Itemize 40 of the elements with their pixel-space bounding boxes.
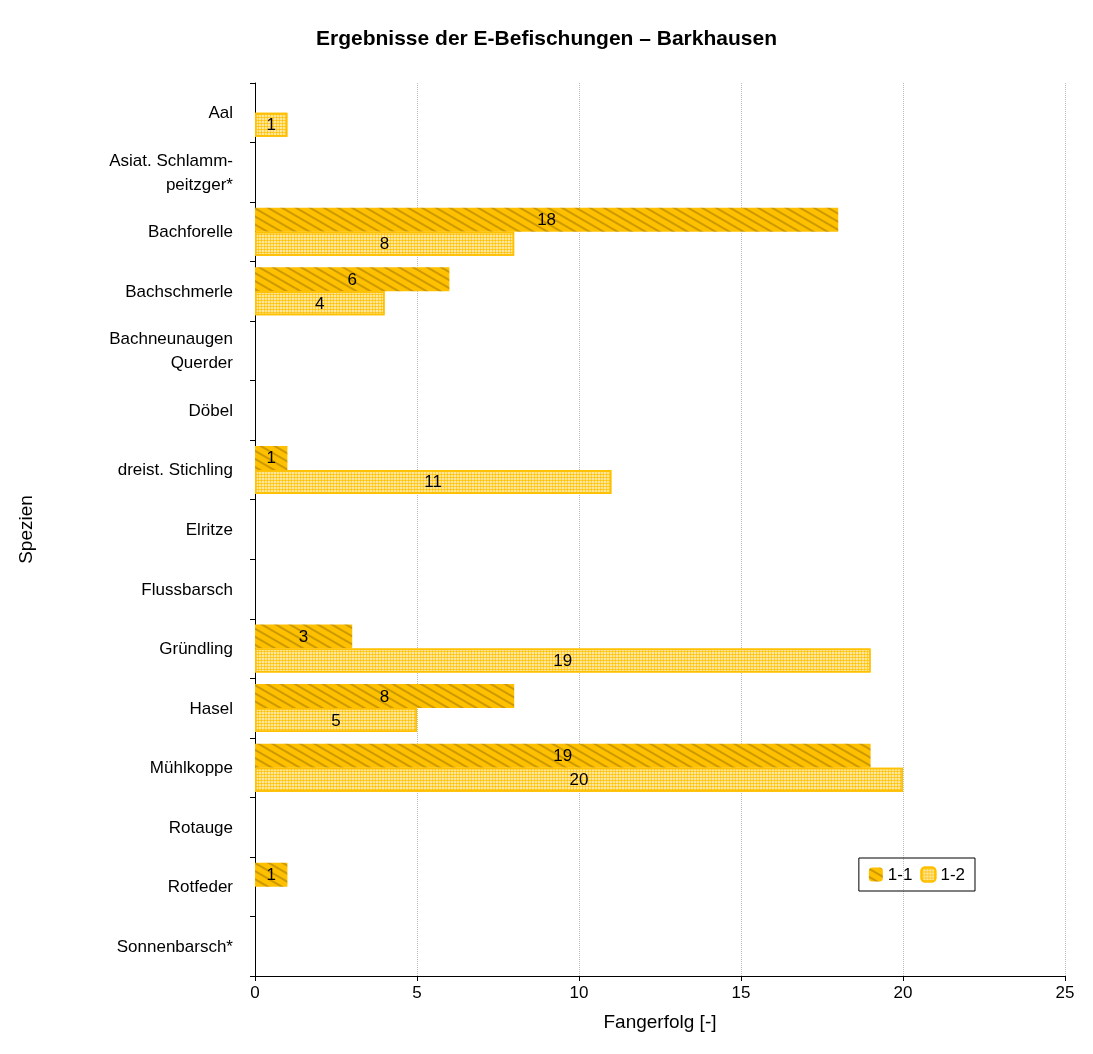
y-tick-label: Döbel [188, 400, 233, 420]
y-tick-label: Bachforelle [147, 222, 233, 242]
x-tick-label: 15 [731, 983, 751, 1002]
y-tick-label: Mühlkoppe [149, 758, 233, 778]
x-tick-label: 10 [569, 983, 589, 1002]
data-label: 19 [553, 651, 573, 671]
data-label: 20 [569, 770, 589, 790]
legend-label: 1-1 [887, 865, 913, 884]
x-tick-label: 0 [250, 983, 260, 1002]
data-label: 1 [266, 115, 276, 135]
data-label: 18 [537, 210, 557, 230]
data-label: 1 [266, 865, 276, 885]
data-label: 19 [553, 746, 573, 766]
data-label: 1 [266, 448, 276, 468]
chart-title: Ergebnisse der E-Befischungen – Barkhausen [316, 26, 777, 49]
x-axis-title: Fangerfolg [-] [603, 1011, 717, 1032]
y-axis-title: Spezien [15, 495, 36, 564]
data-label: 8 [379, 234, 390, 254]
y-tick-label: Bachschmerle [125, 281, 233, 301]
y-tick-label: Rotauge [168, 817, 233, 837]
data-label: 4 [315, 293, 325, 313]
y-tick-label: Gründling [159, 639, 233, 659]
y-tick-label: Sonnenbarsch* [116, 936, 234, 956]
legend-label: 1-2 [940, 865, 966, 884]
x-tick-label: 5 [412, 983, 422, 1002]
y-tick-label: Flussbarsch [141, 579, 233, 599]
y-tick-label: Elritze [185, 520, 233, 539]
data-label: 6 [347, 269, 357, 289]
data-label: 5 [331, 710, 341, 730]
x-tick-label: 20 [893, 983, 913, 1002]
y-tick-label: Hasel [189, 698, 233, 718]
data-label: 11 [424, 472, 443, 492]
data-label: 3 [298, 627, 309, 647]
x-tick-label: 25 [1055, 983, 1075, 1002]
y-tick-label: Rotfeder [167, 877, 234, 897]
y-tick-label: Aal [208, 103, 233, 123]
y-tick-label: Bachneunaugen Querder [109, 329, 234, 373]
data-label: 8 [379, 686, 390, 706]
y-tick-label: Asiat. Schlamm- peitzger* [109, 150, 234, 194]
y-tick-label: dreist. Stichling [117, 460, 233, 480]
